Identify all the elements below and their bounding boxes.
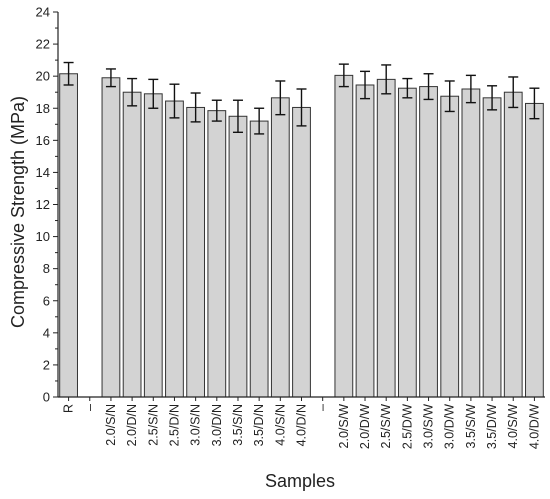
x-tick-label: 3.0/D/W — [443, 404, 457, 449]
bar — [228, 115, 248, 398]
y-tick-label: 24 — [36, 5, 50, 20]
y-tick-label: 18 — [36, 101, 50, 116]
x-tick-label: – — [83, 404, 97, 411]
x-tick-label: 4.0/D/N — [295, 404, 309, 446]
y-tick-label: 6 — [43, 293, 50, 308]
bar — [165, 100, 184, 398]
y-tick-label: 0 — [43, 390, 50, 405]
y-tick-label: 16 — [36, 133, 50, 148]
bar — [482, 97, 502, 398]
y-tick-label: 12 — [36, 197, 50, 212]
y-tick-label: 8 — [43, 261, 50, 276]
y-tick-label: 10 — [36, 229, 50, 244]
y-tick-label: 20 — [36, 69, 50, 84]
y-tick-label: 2 — [43, 357, 50, 372]
x-tick-label: 2.5/S/W — [379, 404, 393, 449]
x-tick-label: 2.5/D/N — [167, 404, 181, 446]
x-tick-label: 2.0/D/N — [125, 404, 139, 446]
bar — [461, 88, 481, 398]
bar — [207, 110, 227, 398]
x-tick-label: 2.0/D/W — [358, 404, 372, 449]
bar — [419, 86, 438, 398]
bar — [143, 93, 163, 398]
y-tick-label: 4 — [43, 325, 50, 340]
bar — [249, 120, 269, 398]
x-tick-label: 2.0/S/N — [104, 404, 118, 446]
x-tick-label: 3.5/S/W — [464, 404, 478, 449]
bar — [334, 74, 354, 398]
x-tick-label: 3.0/D/N — [210, 404, 224, 446]
x-tick-label: 4.0/S/N — [273, 404, 287, 446]
bar — [525, 102, 544, 398]
bar — [270, 97, 290, 398]
x-tick-label: 4.0/D/W — [527, 404, 541, 449]
y-axis-title: Compressive Strength (MPa) — [8, 96, 28, 328]
bar — [376, 78, 396, 398]
bar — [397, 87, 417, 398]
x-axis-title: Samples — [265, 471, 335, 491]
x-tick-label: R — [62, 404, 76, 413]
x-tick-label: 3.0/S/N — [189, 404, 203, 446]
bar — [59, 73, 78, 398]
bar — [122, 91, 142, 398]
y-tick-label: 14 — [36, 165, 50, 180]
bar — [186, 106, 206, 398]
x-tick-label: 3.5/D/N — [252, 404, 266, 446]
x-tick-label: 3.0/S/W — [422, 404, 436, 449]
x-tick-label: 2.5/D/W — [400, 404, 414, 449]
x-tick-label: 3.5/S/N — [231, 404, 245, 446]
x-tick-label: 2.0/S/W — [337, 404, 351, 449]
x-tick-label: 4.0/S/W — [506, 404, 520, 449]
bar — [440, 95, 460, 398]
x-tick-label: 2.5/S/N — [146, 404, 160, 446]
bar — [355, 84, 375, 398]
bar — [503, 91, 523, 398]
x-tick-label: 3.5/D/W — [485, 404, 499, 449]
bar — [101, 77, 121, 398]
x-tick-label: – — [316, 404, 330, 411]
y-tick-label: 22 — [36, 37, 50, 52]
bar — [292, 106, 311, 398]
